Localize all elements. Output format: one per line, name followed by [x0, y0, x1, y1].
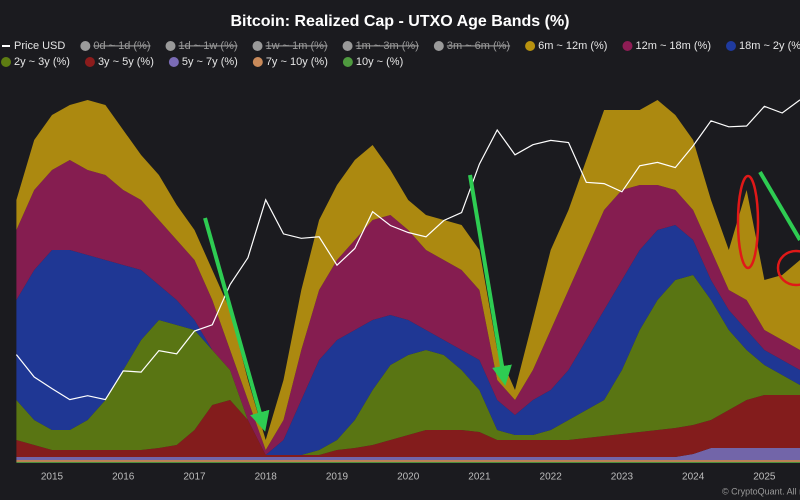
legend-swatch — [1, 57, 11, 67]
legend-item: 1m ~ 3m (%) — [342, 40, 419, 52]
legend: Price USD 0d ~ 1d (%) 1d ~ 1w (%) 1w ~ 1m (… — [1, 40, 800, 68]
chart-title: Bitcoin: Realized Cap - UTXO Age Bands (… — [231, 13, 570, 30]
x-tick-label: 2023 — [611, 472, 634, 483]
area-band — [16, 395, 800, 457]
x-tick-label: 2018 — [255, 472, 278, 483]
annotations — [203, 170, 800, 432]
x-tick-label: 2025 — [753, 472, 776, 483]
x-tick-label: 2019 — [326, 472, 349, 483]
legend-item: 10y ~ (%) — [342, 56, 403, 68]
legend-swatch — [252, 57, 263, 67]
legend-item: 5y ~ 7y (%) — [168, 56, 238, 68]
x-tick-label: 2020 — [397, 472, 420, 483]
legend-label: 0d ~ 1d (%) — [93, 40, 150, 52]
area-band — [16, 225, 800, 455]
legend-label: 2y ~ 3y (%) — [14, 56, 70, 68]
arrow — [468, 174, 512, 386]
legend-label: 3m ~ 6m (%) — [447, 40, 510, 52]
legend-swatch — [84, 57, 95, 67]
legend-swatch — [525, 41, 536, 51]
legend-item: 1w ~ 1m (%) — [252, 40, 328, 52]
legend-swatch — [168, 57, 179, 67]
legend-label: 1d ~ 1w (%) — [179, 40, 238, 52]
legend-swatch — [342, 57, 353, 67]
legend-label: 10y ~ (%) — [356, 56, 403, 68]
x-tick-label: 2017 — [183, 472, 206, 483]
legend-label: 7y ~ 10y (%) — [266, 56, 328, 68]
legend-item: Price USD — [2, 40, 65, 52]
legend-label: 12m ~ 18m (%) — [635, 40, 711, 52]
highlight-ellipse — [776, 249, 800, 287]
area-band — [16, 462, 800, 463]
legend-swatch — [80, 41, 91, 51]
legend-item: 3y ~ 5y (%) — [84, 56, 154, 68]
arrow — [203, 217, 270, 432]
legend-swatch — [252, 41, 263, 51]
legend-item: 6m ~ 12m (%) — [525, 40, 607, 52]
area-band — [16, 460, 800, 462]
legend-label: 3y ~ 5y (%) — [98, 56, 154, 68]
legend-item: 3m ~ 6m (%) — [433, 40, 510, 52]
area-band — [16, 160, 800, 455]
legend-item: 18m ~ 2y (%) — [725, 40, 800, 52]
legend-label: 1w ~ 1m (%) — [266, 40, 328, 52]
legend-item: 12m ~ 18m (%) — [622, 40, 711, 52]
legend-label: 6m ~ 12m (%) — [538, 40, 607, 52]
legend-swatch — [622, 41, 633, 51]
credit: © CryptoQuant. All rights reserved — [722, 486, 800, 496]
legend-label: 18m ~ 2y (%) — [739, 40, 800, 52]
legend-swatch — [725, 41, 736, 51]
legend-label: 5y ~ 7y (%) — [182, 56, 238, 68]
x-tick-label: 2021 — [468, 472, 491, 483]
legend-item: 0d ~ 1d (%) — [80, 40, 151, 52]
legend-swatch — [165, 41, 176, 51]
arrow — [758, 170, 800, 242]
legend-item: 2y ~ 3y (%) — [1, 56, 70, 68]
legend-swatch — [433, 41, 444, 51]
legend-item: 7y ~ 10y (%) — [252, 56, 328, 68]
legend-label: 1m ~ 3m (%) — [356, 40, 419, 52]
highlight-ellipse — [736, 174, 760, 270]
price-line — [15, 99, 800, 401]
x-tick-label: 2024 — [682, 472, 705, 483]
x-tick-label: 2016 — [112, 472, 135, 483]
plot-area — [15, 99, 800, 463]
x-tick-label: 2015 — [41, 472, 64, 483]
x-tick-label: 2022 — [540, 472, 563, 483]
legend-swatch — [342, 41, 353, 51]
legend-label: Price USD — [14, 40, 65, 52]
area-band — [16, 100, 800, 450]
legend-item: 1d ~ 1w (%) — [165, 40, 238, 52]
area-band — [16, 275, 800, 455]
